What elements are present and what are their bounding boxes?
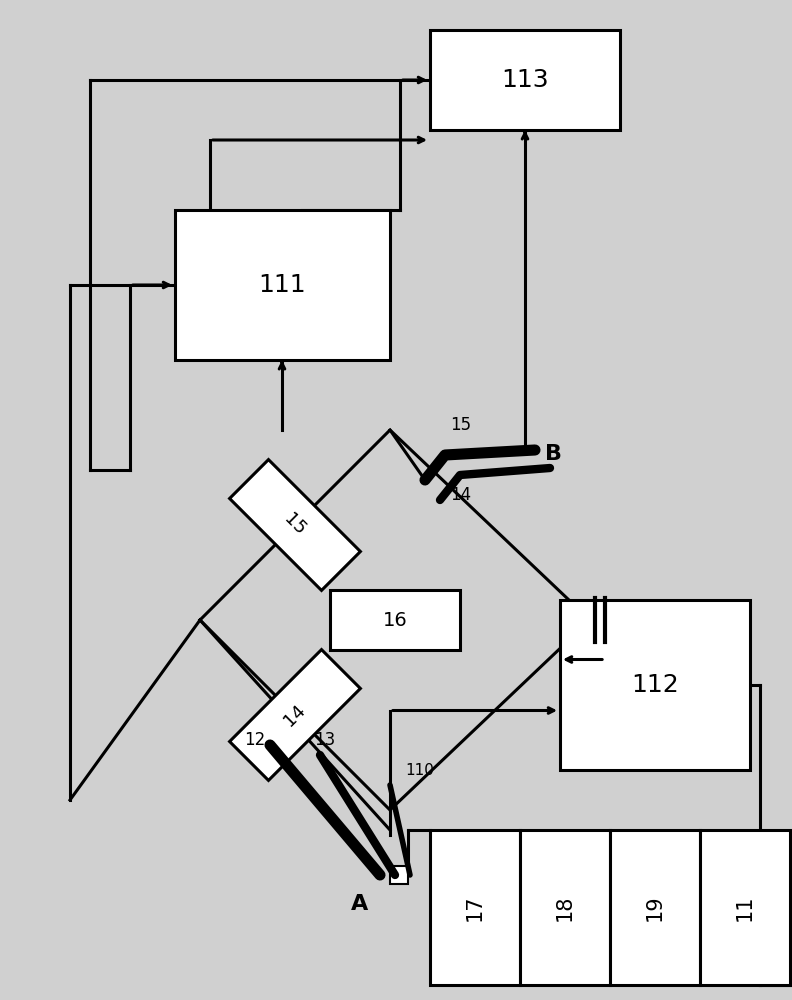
Bar	[560, 600, 750, 770]
Text: A: A	[352, 894, 368, 914]
Text: 11: 11	[735, 894, 755, 921]
Text: 112: 112	[631, 673, 679, 697]
Bar	[430, 830, 520, 985]
Bar	[520, 830, 610, 985]
Polygon shape	[230, 650, 360, 780]
Text: 17: 17	[465, 894, 485, 921]
Text: 113: 113	[501, 68, 549, 92]
Text: 16: 16	[383, 610, 407, 630]
Text: 12: 12	[245, 731, 265, 749]
Bar	[330, 590, 460, 650]
Text: B: B	[545, 444, 562, 464]
Text: 111: 111	[259, 273, 307, 297]
Text: 19: 19	[645, 894, 665, 921]
Text: 14: 14	[450, 486, 471, 504]
Text: 18: 18	[555, 894, 575, 921]
Bar	[430, 30, 620, 130]
Polygon shape	[230, 460, 360, 590]
Bar	[700, 830, 790, 985]
Text: 14: 14	[280, 701, 310, 729]
Bar	[610, 830, 700, 985]
Bar	[390, 866, 408, 884]
Text: 110: 110	[405, 763, 434, 778]
Text: 15: 15	[450, 416, 471, 434]
Bar	[175, 210, 390, 360]
Text: 13: 13	[314, 731, 336, 749]
Text: 15: 15	[280, 511, 310, 539]
